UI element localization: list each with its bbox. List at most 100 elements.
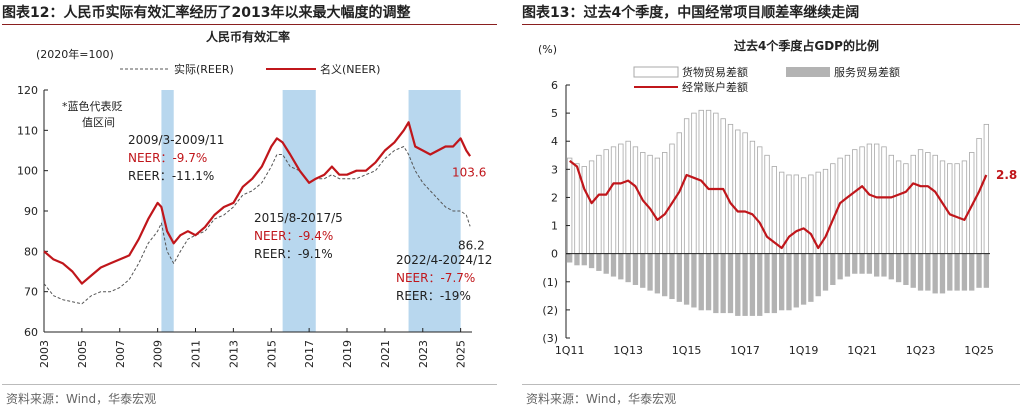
goods-trade-bar <box>691 112 697 255</box>
goods-trade-bar <box>793 174 799 255</box>
services-trade-bar <box>742 253 748 316</box>
services-trade-bar <box>735 253 741 316</box>
left-x-tick-label: 2005 <box>76 340 89 368</box>
left-x-tick-label: 2013 <box>227 340 240 368</box>
right-source-rule <box>522 384 1020 385</box>
goods-trade-bar <box>925 152 931 255</box>
services-trade-bar <box>983 253 990 288</box>
depreciation-band-0 <box>161 90 174 332</box>
services-trade-bar <box>588 253 595 269</box>
services-trade-bar <box>778 253 785 311</box>
goods-trade-bar <box>757 146 763 255</box>
services-trade-bar <box>947 253 953 291</box>
left-x-tick-label: 2025 <box>455 340 468 368</box>
services-trade-bar <box>815 253 821 297</box>
goods-trade-bar <box>735 129 741 255</box>
goods-trade-bar <box>727 123 734 255</box>
current-account-end-label: 2.8 <box>996 168 1017 182</box>
goods-trade-bar <box>786 174 792 255</box>
services-trade-bar <box>581 253 587 266</box>
left-source: 资料来源：Wind，华泰宏观 <box>6 392 157 406</box>
goods-trade-bar <box>654 157 661 255</box>
services-trade-bar <box>610 253 617 277</box>
right-unit-label: (%) <box>538 43 557 56</box>
legend-neer-label: 名义(NEER) <box>320 62 380 76</box>
services-trade-bar <box>640 253 646 288</box>
services-trade-bar <box>720 253 726 314</box>
goods-trade-bar <box>815 171 821 255</box>
services-trade-bar <box>574 253 580 266</box>
services-trade-bar <box>830 253 836 285</box>
services-trade-bar <box>683 253 690 305</box>
left-y-tick-label: 110 <box>17 124 38 137</box>
services-trade-bar <box>662 253 668 297</box>
period-neer-change: NEER：-9.4% <box>254 229 333 243</box>
left-x-tick-label: 2017 <box>303 340 316 368</box>
goods-trade-bar <box>574 163 580 255</box>
period-label: 2015/8-2017/5 <box>254 211 343 225</box>
services-trade-bar <box>874 253 880 277</box>
right-x-tick-label: 1Q13 <box>613 344 643 357</box>
left-y-tick-label: 60 <box>24 326 38 339</box>
left-y-tick-label: 70 <box>24 286 38 299</box>
left-figure-title: 图表12：人民币实际有效汇率经历了2013年以来最大幅度的调整 <box>2 5 411 21</box>
goods-trade-bar <box>581 166 587 255</box>
reer-end-label: 86.2 <box>458 238 485 252</box>
goods-trade-bar <box>713 112 719 255</box>
services-trade-bar <box>713 253 719 314</box>
shade-note-cont: 值区间 <box>82 116 115 129</box>
services-trade-bar <box>844 253 851 277</box>
goods-trade-bar <box>808 174 814 255</box>
services-trade-bar <box>903 253 909 285</box>
goods-trade-bar <box>947 163 953 255</box>
left-chart: 人民币有效汇率 (2020年=100) 实际(REER) 名义(NEER) 60… <box>0 26 505 376</box>
left-x-tick-label: 2021 <box>379 340 392 368</box>
services-trade-bar <box>932 253 938 294</box>
right-source: 资料来源：Wind，华泰宏观 <box>526 392 677 406</box>
services-trade-bar <box>969 253 975 291</box>
legend-services-label: 服务贸易差额 <box>834 65 900 79</box>
goods-trade-bar <box>888 154 894 255</box>
services-trade-bar <box>625 253 631 283</box>
services-trade-bar <box>749 253 756 316</box>
right-x-tick-label: 1Q21 <box>847 344 877 357</box>
goods-trade-bar <box>961 160 968 255</box>
left-x-tick-label: 2009 <box>152 340 165 368</box>
right-y-tick-label: 6 <box>551 79 558 92</box>
goods-trade-bar <box>859 146 865 255</box>
goods-trade-bar <box>705 109 712 255</box>
left-x-tick-label: 2015 <box>265 340 278 368</box>
neer-end-label: 103.6 <box>452 166 486 180</box>
left-title-rule <box>2 24 497 25</box>
period-reer-change: REER：-9.1% <box>254 247 333 261</box>
services-trade-bar <box>976 253 982 288</box>
left-unit-label: (2020年=100) <box>36 47 114 61</box>
left-y-tick-label: 120 <box>17 84 38 97</box>
services-trade-bar <box>654 253 661 294</box>
goods-trade-bar <box>596 154 602 255</box>
period-reer-change: REER：-11.1% <box>128 169 214 183</box>
period-reer-change: REER：-19% <box>396 289 471 303</box>
services-trade-bar <box>764 253 770 314</box>
legend-services-swatch <box>786 67 830 77</box>
period-neer-change: NEER：-9.7% <box>128 151 207 165</box>
goods-trade-bar <box>874 143 880 255</box>
services-trade-bar <box>603 253 609 274</box>
services-trade-bar <box>822 253 829 291</box>
services-trade-bar <box>618 253 624 280</box>
period-label: 2022/4-2024/12 <box>396 253 492 267</box>
goods-trade-bar <box>683 118 690 255</box>
services-trade-bar <box>698 253 704 311</box>
goods-trade-bar <box>844 154 851 255</box>
right-chart: 过去4个季度占GDP的比例 (%) 货物贸易差额 服务贸易差额 经常账户差额 (… <box>520 26 1024 376</box>
goods-trade-bar <box>749 140 756 255</box>
goods-trade-bar <box>662 152 668 255</box>
right-x-tick-label: 1Q15 <box>672 344 702 357</box>
services-trade-bar <box>596 253 602 271</box>
services-trade-bar <box>852 253 858 274</box>
depreciation-band-2 <box>408 90 461 332</box>
left-x-tick-label: 2003 <box>38 340 51 368</box>
services-trade-bar <box>800 253 807 305</box>
services-trade-bar <box>632 253 639 285</box>
left-x-tick-label: 2019 <box>341 340 354 368</box>
